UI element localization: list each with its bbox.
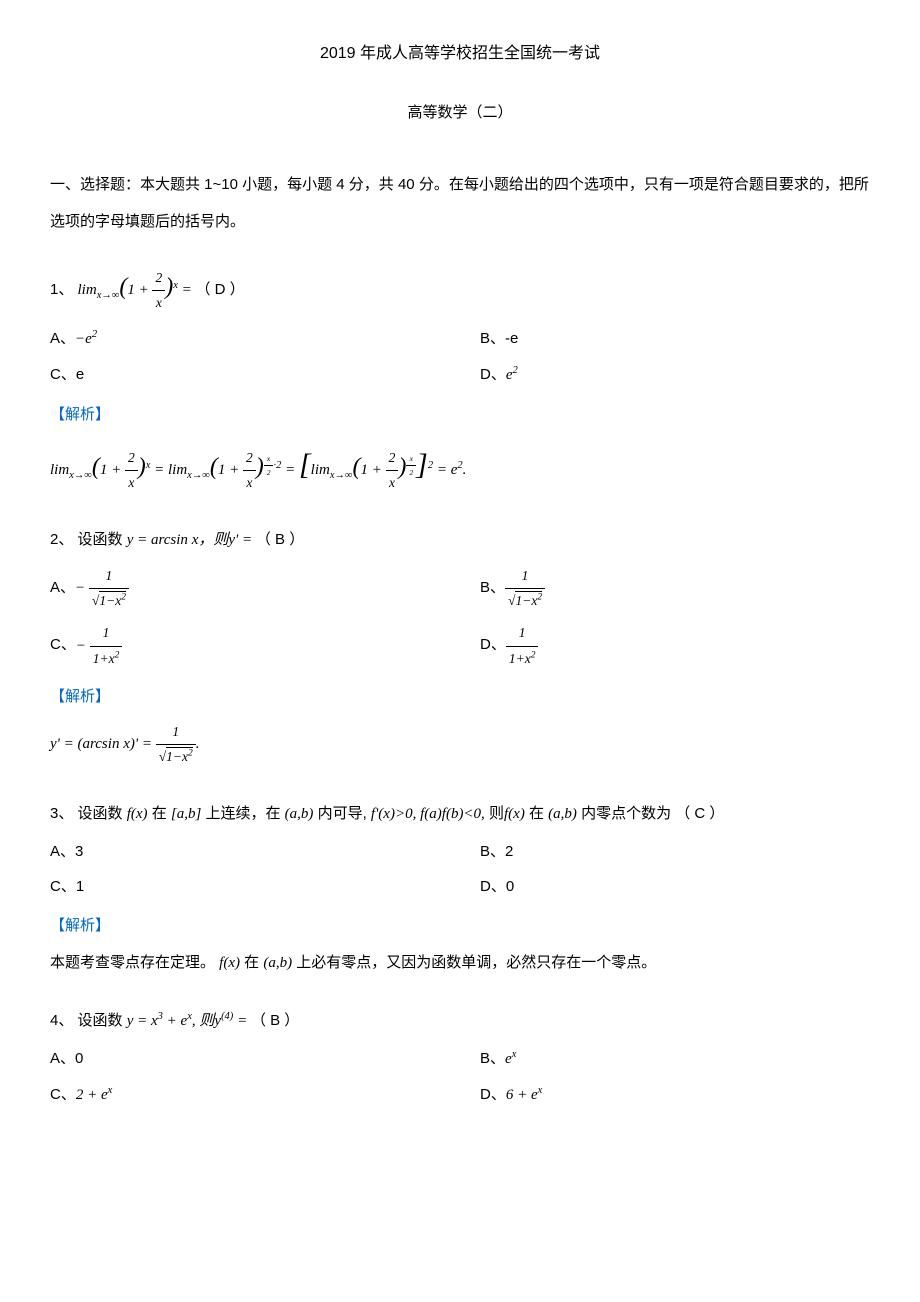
q4-optC: C、2 + ex [50,1081,480,1109]
q3-optA: A、3 [50,838,480,865]
q1-analysis: limx→∞(1 + 2x)x = limx→∞(1 + 2x)x2·2 = [… [50,438,870,495]
q2-number: 2、 [50,531,73,548]
q4-optD: D、6 + ex [480,1081,870,1109]
q3-optC: C、1 [50,873,480,900]
q4-optB: B、ex [480,1045,870,1073]
q3-options-row1: A、3 B、2 [50,838,870,865]
q4-answer: （ B ） [251,1012,299,1029]
q3-answer: （ C ） [675,805,724,822]
q4-options-row2: C、2 + ex D、6 + ex [50,1081,870,1109]
q4-prefix: 设函数 [78,1012,127,1029]
q2-answer: （ B ） [256,531,304,548]
q3-optB: B、2 [480,838,870,865]
q2-options-row1: A、− 1√1−x2 B、1√1−x2 [50,564,870,614]
q1-answer: （ D ） [196,281,245,298]
q1-optC: C、e [50,361,480,389]
page-subtitle: 高等数学（二） [50,99,870,126]
q4-number: 4、 [50,1012,73,1029]
q1-math: limx→∞(1 + 2x)x = [78,282,196,298]
q2-math: y = arcsin x，则y' = [127,532,256,548]
q2-optD: D、11+x2 [480,621,870,671]
q4-optA: A、0 [50,1045,480,1073]
q2-options-row2: C、− 11+x2 D、11+x2 [50,621,870,671]
q3-analysis-label: 【解析】 [50,912,870,939]
q2-optB: B、1√1−x2 [480,564,870,614]
q4-options-row1: A、0 B、ex [50,1045,870,1073]
section-intro: 一、选择题：本大题共 1~10 小题，每小题 4 分，共 40 分。在每小题给出… [50,166,870,241]
q2-optA: A、− 1√1−x2 [50,564,480,614]
question-3: 3、 设函数 f(x) 在 [a,b] 上连续，在 (a,b) 内可导, f'(… [50,800,870,828]
question-1: 1、 limx→∞(1 + 2x)x = （ D ） [50,266,870,316]
q3-analysis: 本题考查零点存在定理。 f(x) 在 (a,b) 上必有零点，又因为函数单调，必… [50,949,870,977]
page-title: 2019 年成人高等学校招生全国统一考试 [50,40,870,69]
q3-options-row2: C、1 D、0 [50,873,870,900]
q1-optB: B、-e [480,325,870,353]
q1-optA: A、−e2 [50,325,480,353]
q1-number: 1、 [50,281,73,298]
q3-number: 3、 [50,805,73,822]
question-4: 4、 设函数 y = x3 + ex, 则y(4) = （ B ） [50,1007,870,1035]
q3-optD: D、0 [480,873,870,900]
q1-options-row2: C、e D、e2 [50,361,870,389]
q1-options-row1: A、−e2 B、-e [50,325,870,353]
q3-stem: 设函数 f(x) 在 [a,b] 上连续，在 (a,b) 内可导, f'(x)>… [78,805,672,822]
q2-optC: C、− 11+x2 [50,621,480,671]
q1-optD: D、e2 [480,361,870,389]
q4-math: y = x3 + ex, 则y(4) = [127,1013,251,1029]
q2-prefix: 设函数 [78,531,127,548]
q2-analysis-label: 【解析】 [50,683,870,710]
question-2: 2、 设函数 y = arcsin x，则y' = （ B ） [50,526,870,554]
q1-analysis-label: 【解析】 [50,401,870,428]
q2-analysis: y' = (arcsin x)' = 1√1−x2. [50,720,870,770]
